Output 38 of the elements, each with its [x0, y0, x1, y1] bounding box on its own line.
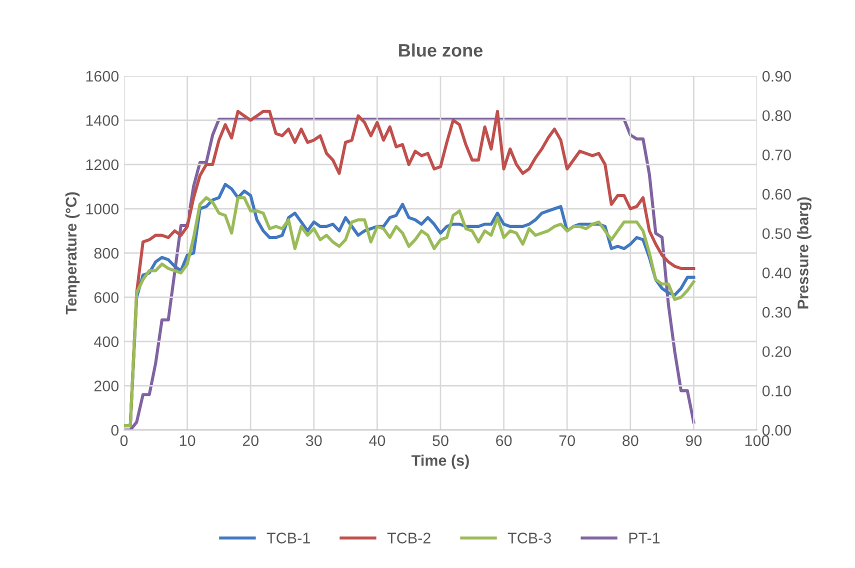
legend-label: TCB-1 — [266, 532, 310, 544]
y2-tick-label: 0.80 — [762, 110, 791, 122]
y-tick-label: 400 — [94, 336, 119, 348]
y-tick-label: 1600 — [86, 70, 119, 82]
y2-tick-label: 0.30 — [762, 306, 791, 318]
x-tick-label: 10 — [180, 435, 196, 446]
y-tick-label: 600 — [94, 292, 119, 303]
y2-tick-label: 0.50 — [762, 228, 791, 240]
legend-label: PT-1 — [629, 532, 660, 544]
y2-tick-label: 0.10 — [762, 386, 791, 396]
x-tick-label: 40 — [369, 435, 386, 446]
y-tick-label: 1000 — [86, 204, 119, 214]
x-tick-label: 60 — [496, 435, 512, 446]
x-tick-label: 100 — [745, 435, 770, 446]
y2-tick-label: 0.90 — [762, 70, 791, 82]
chart-title: Blue zone — [399, 43, 483, 57]
y2-axis-title: Pressure (barg) — [797, 197, 812, 308]
x-tick-label: 20 — [242, 435, 258, 446]
y2-tick-label: 0.20 — [762, 346, 791, 358]
x-tick-label: 50 — [432, 435, 448, 446]
x-tick-label: 30 — [306, 435, 322, 446]
x-tick-label: 90 — [686, 435, 702, 446]
y-tick-label: 200 — [94, 380, 119, 392]
x-tick-label: 70 — [559, 435, 575, 446]
legend-label: TCB-3 — [508, 532, 552, 544]
y2-tick-label: 0.40 — [762, 268, 791, 278]
y2-tick-label: 0.70 — [762, 150, 791, 160]
legend-label: TCB-2 — [387, 532, 430, 544]
y-tick-label: 0 — [111, 424, 119, 436]
x-axis-title: Time (s) — [412, 454, 469, 469]
y-tick-label: 1200 — [86, 159, 119, 170]
y2-tick-label: 0.60 — [762, 188, 791, 200]
x-tick-label: 80 — [622, 435, 638, 446]
y2-tick-label: 0.00 — [762, 424, 791, 436]
x-tick-label: 0 — [120, 435, 128, 446]
y-tick-label: 800 — [94, 248, 119, 259]
y-axis-title: Temperature (°C) — [65, 192, 80, 314]
y-tick-label: 1400 — [86, 115, 119, 126]
